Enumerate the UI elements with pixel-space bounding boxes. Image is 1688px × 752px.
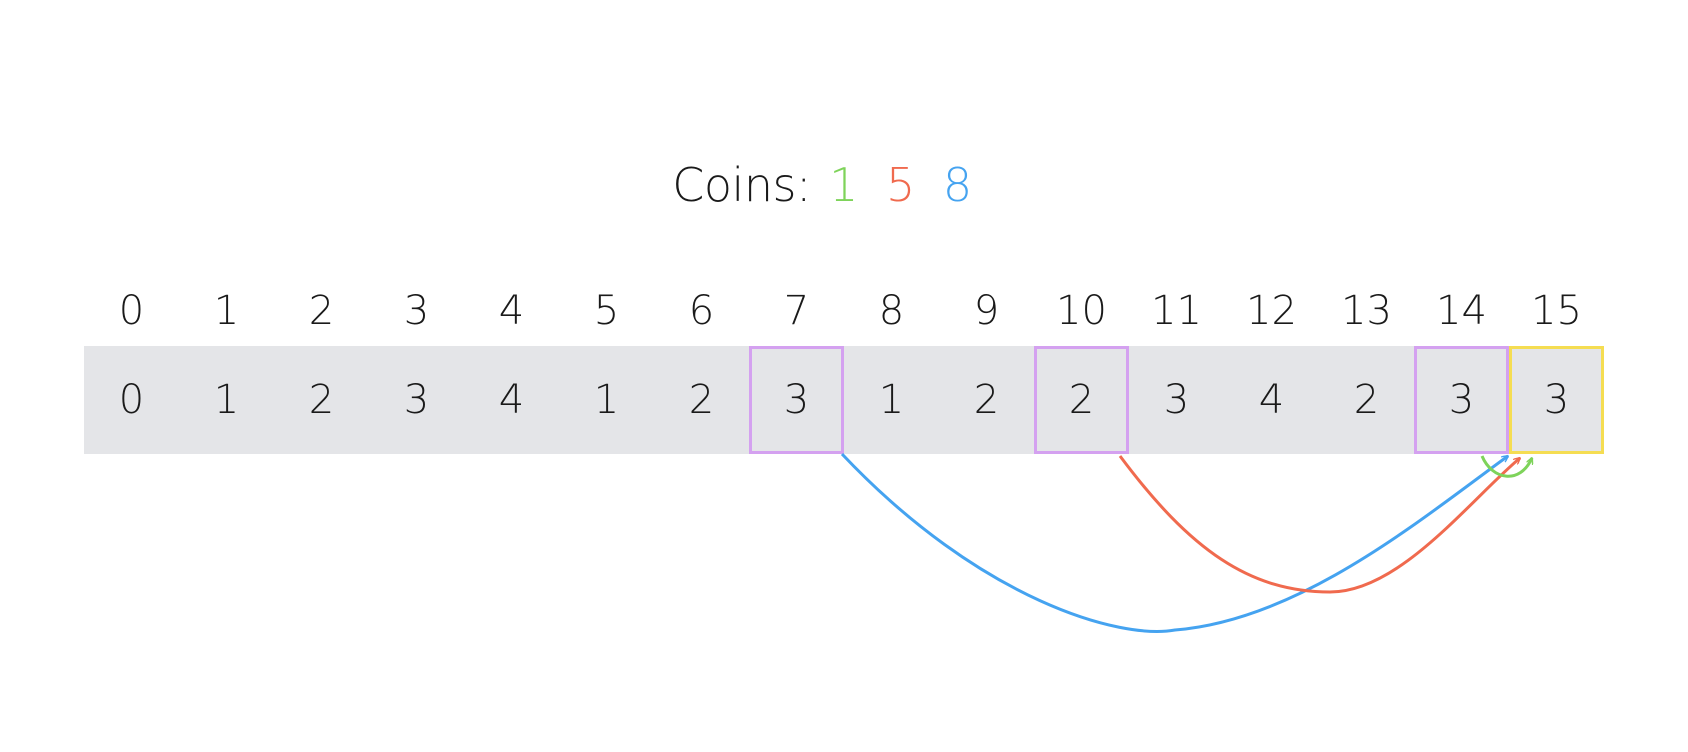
coins-label: Coins: — [672, 158, 811, 212]
index-label-3: 3 — [403, 288, 430, 334]
dp-cell-3: 3 — [403, 377, 430, 423]
dp-cell-11: 3 — [1163, 377, 1190, 423]
index-label-15: 15 — [1531, 288, 1582, 334]
dp-cell-candidate-14: 3 — [1414, 346, 1509, 454]
dp-cell-9: 2 — [973, 377, 1000, 423]
dp-cell-12: 4 — [1258, 377, 1285, 423]
index-label-4: 4 — [498, 288, 525, 334]
index-label-6: 6 — [688, 288, 715, 334]
dp-cell-13: 2 — [1353, 377, 1380, 423]
index-label-0: 0 — [118, 288, 145, 334]
coin-5-value: 5 — [886, 158, 915, 212]
index-label-14: 14 — [1436, 288, 1487, 334]
index-label-12: 12 — [1246, 288, 1297, 334]
dp-cell-candidate-10: 2 — [1034, 346, 1129, 454]
dp-cell-8: 1 — [878, 377, 905, 423]
coin-8-value: 8 — [942, 158, 972, 212]
arrow-coin-5 — [1118, 455, 1520, 594]
arrow-coin-1 — [1480, 455, 1534, 478]
dp-cell-candidate-7: 3 — [749, 346, 844, 454]
dp-cell-2: 2 — [308, 377, 335, 423]
dp-cell-target-15: 3 — [1509, 346, 1604, 454]
index-label-2: 2 — [308, 288, 335, 334]
dp-cell-5: 1 — [593, 377, 620, 423]
index-label-5: 5 — [593, 288, 620, 334]
index-label-10: 10 — [1056, 288, 1107, 334]
dp-cell-1: 1 — [213, 377, 240, 423]
dp-cell-6: 2 — [688, 377, 715, 423]
index-label-1: 1 — [213, 288, 240, 334]
index-row: 0 1 2 3 4 5 6 7 8 9 10 11 12 13 14 15 — [84, 286, 1604, 336]
index-label-9: 9 — [973, 288, 1000, 334]
index-label-13: 13 — [1341, 288, 1392, 334]
arrow-coin-8 — [840, 452, 1508, 633]
index-label-11: 11 — [1151, 288, 1202, 334]
index-label-7: 7 — [783, 288, 810, 334]
dp-cell-0: 0 — [118, 377, 145, 423]
index-label-8: 8 — [878, 288, 905, 334]
dp-cell-4: 4 — [498, 377, 525, 423]
coins-title: Coins: 1 5 8 — [0, 155, 1666, 215]
coin-1-value: 1 — [829, 158, 858, 212]
